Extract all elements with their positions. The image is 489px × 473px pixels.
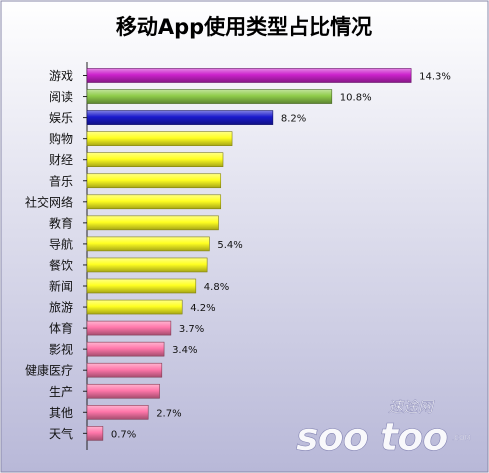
bar <box>86 362 163 378</box>
watermark-logo: soo too <box>296 415 447 459</box>
bar <box>86 194 222 210</box>
bar <box>86 278 197 294</box>
category-label: 购物 <box>49 131 73 146</box>
value-labels-group: 14.3% 10.8% 8.2% 5.4% 4.8% 4.2% 3.7% 3.4% 2.7% 0.… <box>111 72 451 441</box>
bars-group <box>86 68 412 441</box>
category-label: 新闻 <box>49 279 73 294</box>
watermark-subtext: 速途网 <box>388 398 435 416</box>
bar <box>86 173 222 189</box>
category-label: 娱乐 <box>49 111 73 125</box>
data-label: 14.3% <box>419 72 451 83</box>
bar <box>86 320 172 336</box>
category-label: 其他 <box>49 406 73 420</box>
data-label: 3.4% <box>172 345 197 356</box>
category-label: 社交网络 <box>25 194 73 209</box>
data-label: 0.7% <box>111 429 136 440</box>
bar <box>86 299 183 315</box>
category-label: 游戏 <box>49 69 73 83</box>
category-label: 旅游 <box>49 301 73 315</box>
data-label: 10.8% <box>340 93 372 104</box>
bar <box>86 89 333 104</box>
category-label: 导航 <box>49 236 73 251</box>
data-label: 2.7% <box>156 408 181 419</box>
category-label: 影视 <box>49 342 73 357</box>
watermark: 速途网 soo too .COM <box>296 398 471 460</box>
category-label: 天气 <box>49 426 73 441</box>
bar <box>86 236 210 252</box>
data-label: 4.8% <box>204 282 229 293</box>
data-label: 3.7% <box>179 324 204 335</box>
bar <box>86 426 104 441</box>
watermark-suffix: .COM <box>452 434 471 442</box>
bar <box>86 110 274 125</box>
category-label: 餐饮 <box>49 257 73 272</box>
bar <box>86 341 165 357</box>
data-label: 8.2% <box>281 114 306 125</box>
chart-title: 移动App使用类型占比情况 <box>116 15 372 39</box>
bar <box>86 383 160 399</box>
category-label: 体育 <box>49 321 73 336</box>
bar <box>86 215 219 231</box>
bar <box>86 152 224 167</box>
category-label: 音乐 <box>49 173 73 188</box>
bar <box>86 68 412 83</box>
category-label: 生产 <box>49 385 73 399</box>
bar <box>86 131 233 146</box>
category-label: 健康医疗 <box>25 363 73 378</box>
data-label: 5.4% <box>217 240 242 251</box>
bar <box>86 257 208 273</box>
category-label: 财经 <box>49 153 73 167</box>
data-label: 4.2% <box>190 303 215 314</box>
category-label: 教育 <box>49 215 73 230</box>
bar <box>86 404 149 420</box>
category-label: 阅读 <box>49 90 73 104</box>
